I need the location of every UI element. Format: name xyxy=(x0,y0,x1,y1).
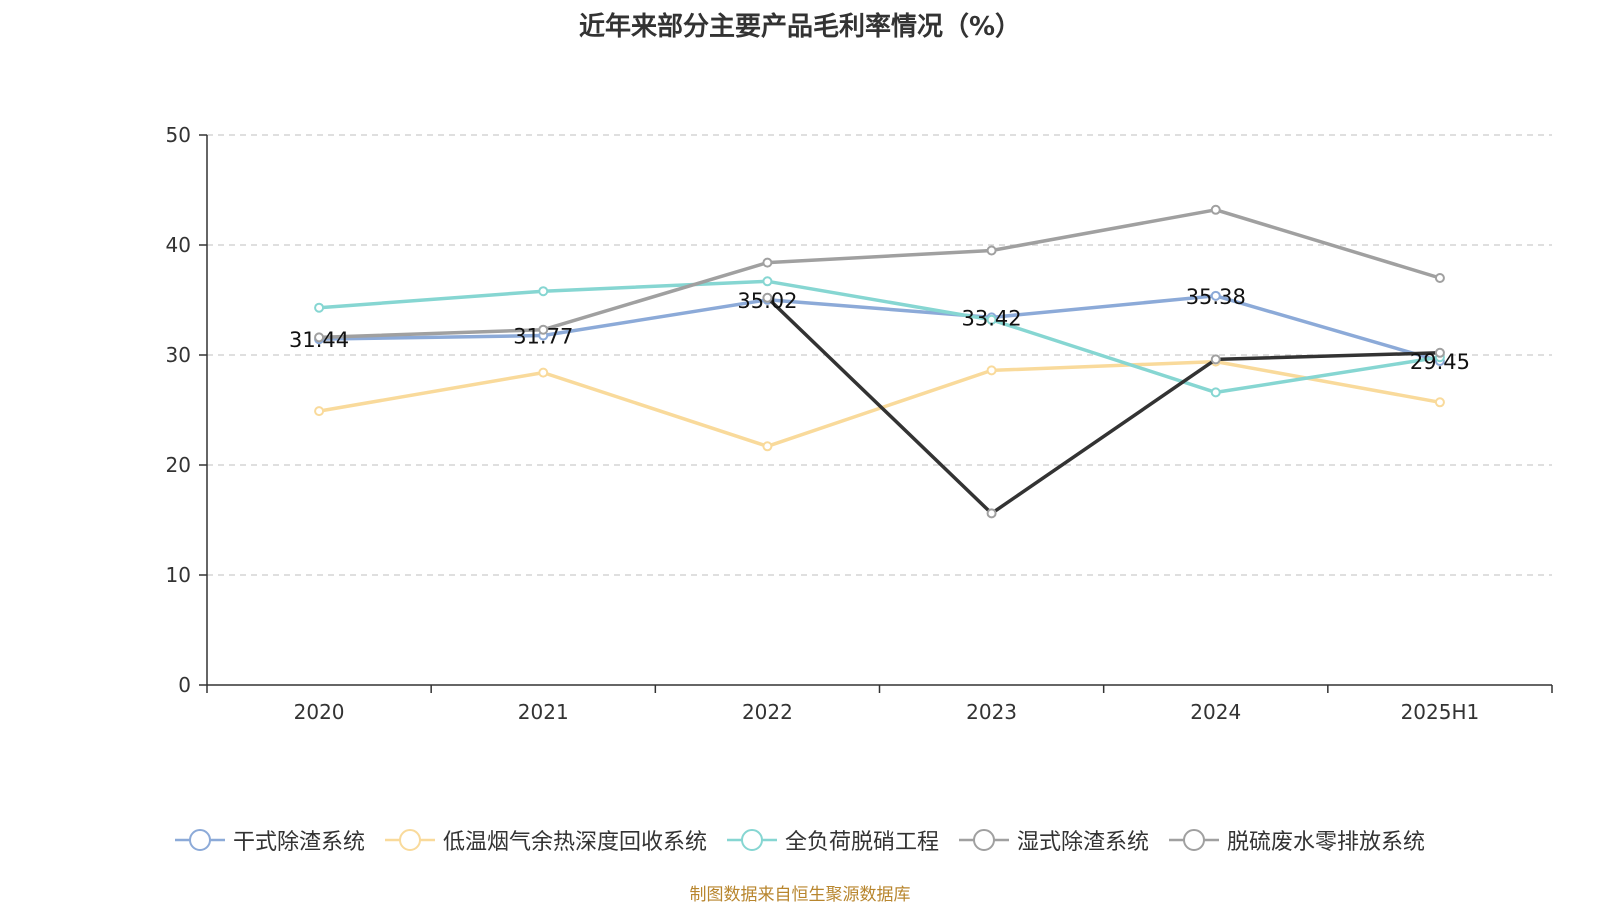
legend-marker-icon xyxy=(384,829,435,851)
legend-label: 脱硫废水零排放系统 xyxy=(1227,830,1426,855)
data-point[interactable] xyxy=(762,441,773,452)
data-point[interactable] xyxy=(1434,397,1445,408)
data-point[interactable] xyxy=(1434,347,1445,358)
data-point[interactable] xyxy=(1210,290,1221,301)
x-tick-label: 2025H1 xyxy=(1401,700,1480,724)
x-tick-label: 2020 xyxy=(294,700,345,724)
data-point[interactable] xyxy=(986,314,997,325)
data-point[interactable] xyxy=(1434,273,1445,283)
legend-marker-icon xyxy=(726,829,777,851)
series-line-0 xyxy=(319,294,1441,363)
y-tick-label: 10 xyxy=(166,563,191,587)
data-label: 35.38 xyxy=(1186,285,1246,309)
data-point[interactable] xyxy=(538,286,549,297)
series-line-3 xyxy=(319,208,1441,340)
data-labels: 31.44 31.77 35.02 33.42 35.38 29.45 xyxy=(289,285,1470,374)
x-tick-label: 2024 xyxy=(1190,700,1241,724)
legend-marker-icon xyxy=(959,829,1009,851)
y-tick-label: 50 xyxy=(166,123,191,147)
legend-item-0[interactable]: 干式除渣系统 xyxy=(174,824,365,856)
series-group xyxy=(314,204,1445,519)
legend-item-3[interactable]: 湿式除渣系统 xyxy=(959,824,1149,856)
data-point[interactable] xyxy=(538,324,549,335)
data-point[interactable] xyxy=(762,292,773,303)
legend: 干式除渣系统 低温烟气余热深度回收系统 全负荷脱硝工程 湿式除渣系统 脱硫废水零排放系统 xyxy=(0,824,1600,856)
x-tick-label: 2023 xyxy=(966,700,1017,724)
axes: 0 10 20 30 40 50 2020 2021 2022 2023 2024 2025H1 xyxy=(166,123,1553,724)
grid-lines xyxy=(207,134,1552,576)
data-point[interactable] xyxy=(538,367,549,378)
source-note: 制图数据来自恒生聚源数据库 xyxy=(689,885,911,905)
chart-title: 近年来部分主要产品毛利率情况（%） xyxy=(578,12,1022,42)
legend-label: 湿式除渣系统 xyxy=(1017,830,1150,855)
data-point[interactable] xyxy=(1210,387,1221,398)
data-point[interactable] xyxy=(314,332,325,343)
series-line-2 xyxy=(318,279,1441,395)
legend-item-4[interactable]: 脱硫废水零排放系统 xyxy=(1169,824,1425,856)
legend-item-2[interactable]: 全负荷脱硝工程 xyxy=(726,824,939,856)
data-point[interactable] xyxy=(1210,204,1221,215)
series-line-1 xyxy=(318,359,1441,449)
legend-marker-icon xyxy=(1169,829,1220,851)
data-label: 31.44 xyxy=(289,328,349,352)
y-tick-label: 0 xyxy=(178,673,191,697)
legend-label: 干式除渣系统 xyxy=(232,830,365,855)
y-tick-label: 30 xyxy=(166,343,191,367)
series-line-4 xyxy=(766,296,1440,516)
legend-label: 低温烟气余热深度回收系统 xyxy=(442,830,707,855)
data-point[interactable] xyxy=(986,365,997,376)
data-label: 35.02 xyxy=(737,289,797,313)
data-point[interactable] xyxy=(762,257,773,268)
line-chart: 0 10 20 30 40 50 2020 2021 2022 2023 2024 2025H1 31… xyxy=(166,123,1553,724)
data-point[interactable] xyxy=(314,406,325,417)
legend-label: 全负荷脱硝工程 xyxy=(784,830,939,855)
x-tick-label: 2022 xyxy=(742,700,793,724)
data-point[interactable] xyxy=(1210,354,1221,365)
x-tick-label: 2021 xyxy=(518,700,569,724)
legend-item-1[interactable]: 低温烟气余热深度回收系统 xyxy=(384,824,707,856)
data-label: 31.77 xyxy=(513,325,573,349)
y-tick-label: 40 xyxy=(166,233,191,257)
data-point[interactable] xyxy=(986,245,997,256)
data-point[interactable] xyxy=(762,276,773,287)
data-point[interactable] xyxy=(314,302,325,313)
data-label: 33.42 xyxy=(962,306,1022,330)
data-label: 29.45 xyxy=(1410,350,1470,374)
y-tick-label: 20 xyxy=(166,453,191,477)
legend-marker-icon xyxy=(174,829,225,851)
data-point[interactable] xyxy=(986,508,997,519)
